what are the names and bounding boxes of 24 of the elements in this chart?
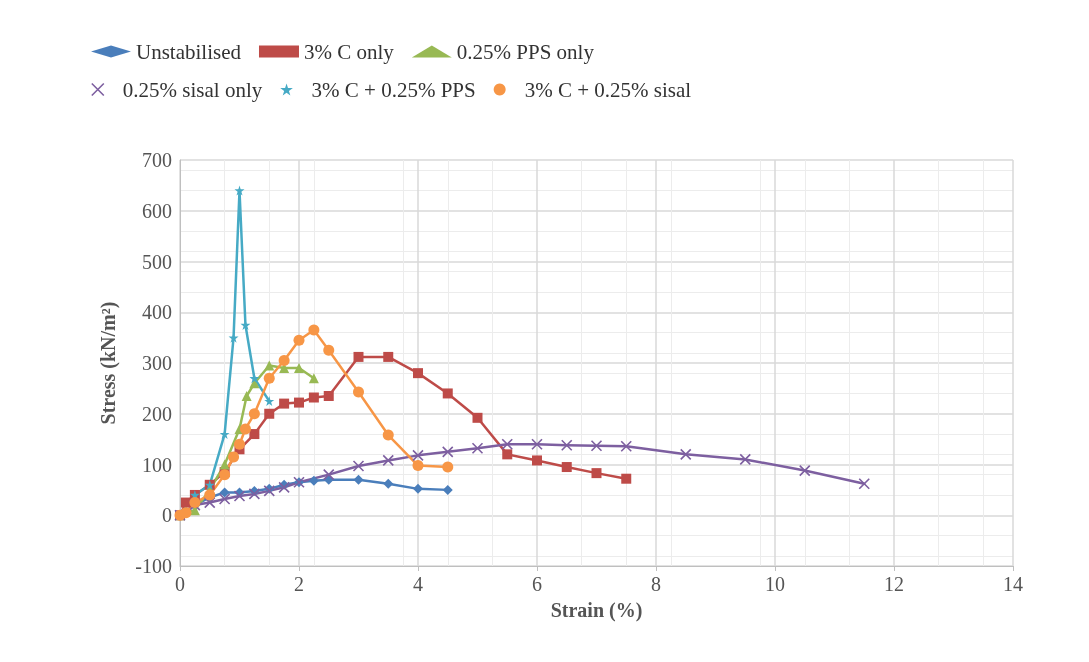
y-tick-label: 100: [142, 453, 172, 476]
y-axis-title: Stress (kN/m²): [97, 301, 120, 425]
x-tick-label: 4: [413, 573, 423, 595]
x-tick-label: 6: [532, 573, 542, 595]
legend-label: 3% C + 0.25% PPS: [311, 77, 476, 102]
y-tick-label: 200: [142, 402, 172, 425]
legend-label: 3% C only: [303, 39, 395, 64]
x-tick-label: 2: [294, 573, 304, 595]
legend-label: 0.25% PPS only: [456, 39, 595, 64]
x-tick-label: 8: [651, 573, 661, 595]
legend-label: 0.25% sisal only: [122, 77, 263, 102]
y-tick-label: 400: [142, 301, 172, 324]
x-tick-label: 10: [765, 573, 785, 595]
y-tick-label: 700: [142, 149, 172, 171]
y-tick-label: 600: [142, 199, 172, 222]
x-tick-label: 12: [884, 573, 904, 595]
y-tick-label: 300: [142, 352, 172, 374]
x-axis-title: Strain (%): [550, 599, 643, 622]
y-tick-label: 500: [142, 250, 172, 273]
legend-label: Unstabilised: [136, 39, 242, 64]
y-tick-label: -100: [135, 555, 172, 577]
legend-label: 3% C + 0.25% sisal: [524, 77, 692, 102]
x-tick-label: 14: [1003, 573, 1023, 595]
y-tick-label: 0: [162, 504, 172, 527]
